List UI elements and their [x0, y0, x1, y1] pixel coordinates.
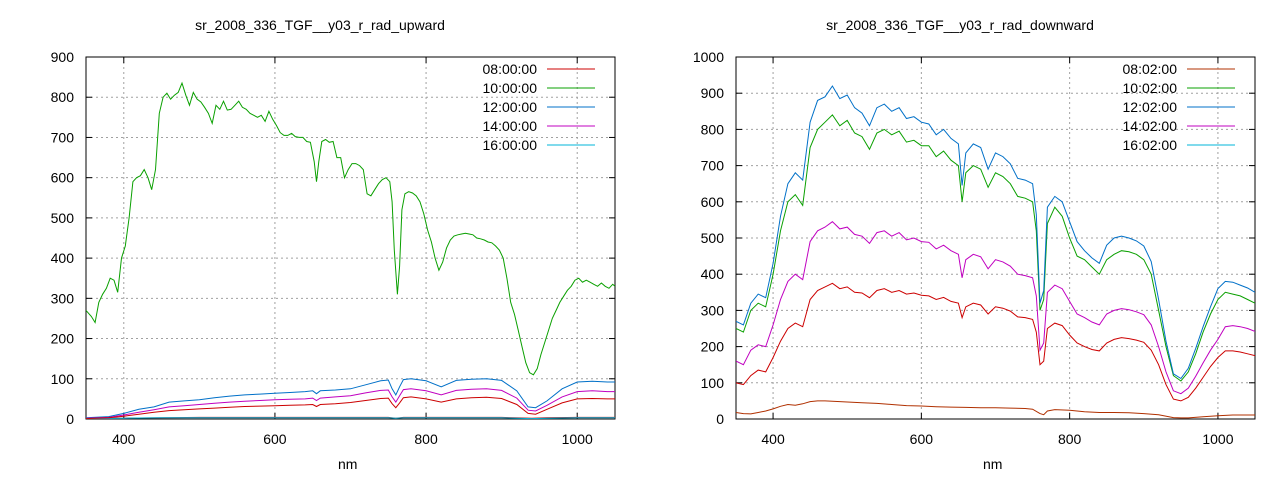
x-tick-label: 1000	[562, 431, 593, 447]
chart-panel-upward: sr_2008_336_TGF__y03_r_rad_upward 400 600…	[51, 17, 616, 472]
y-tick-label: 500	[51, 210, 75, 226]
x-tick-label: 400	[761, 431, 785, 447]
x-tick-label: 800	[1058, 431, 1082, 447]
y-tick-label: 300	[51, 290, 75, 306]
legend-label: 12:00:00	[483, 99, 538, 115]
x-tick-label: 600	[263, 431, 287, 447]
chart-plot-upward: 400 600 800 1000 0 100 200 300 400 500 600 700 800 90…	[51, 49, 616, 447]
chart-title: sr_2008_336_TGF__y03_r_rad_downward	[826, 17, 1094, 33]
chart-plot-downward: 400 600 800 1000 0 100 200 300 400 500 600 700 800 90…	[693, 49, 1256, 447]
y-tick-label: 800	[51, 89, 75, 105]
legend-label: 16:02:00	[1123, 137, 1178, 153]
series-line-0	[736, 400, 1255, 419]
y-tick-label: 0	[716, 411, 724, 427]
y-tick-label: 300	[701, 302, 725, 318]
y-tick-label: 100	[51, 371, 75, 387]
y-tick-label: 200	[51, 331, 75, 347]
legend-label: 16:00:00	[483, 137, 538, 153]
y-tick-label: 200	[701, 339, 725, 355]
series-line-5	[86, 396, 615, 419]
legend-label: 10:00:00	[483, 80, 538, 96]
series-line-1	[736, 114, 1255, 382]
series-line-2	[736, 85, 1255, 380]
x-tick-label: 400	[112, 431, 136, 447]
y-tick-label: 100	[701, 375, 725, 391]
y-tick-label: 400	[701, 266, 725, 282]
y-tick-label: 900	[701, 85, 725, 101]
y-tick-label: 600	[701, 194, 725, 210]
y-tick-label: 900	[51, 49, 75, 65]
legend-label: 12:02:00	[1123, 99, 1178, 115]
y-tick-label: 700	[51, 129, 75, 145]
series-line-3	[86, 388, 615, 419]
chart-title: sr_2008_336_TGF__y03_r_rad_upward	[195, 17, 445, 33]
x-axis-label: nm	[338, 456, 358, 472]
legend-label: 10:02:00	[1123, 80, 1178, 96]
series-line-4	[86, 417, 615, 419]
y-tick-label: 1000	[693, 49, 724, 65]
legend-label: 14:00:00	[483, 118, 538, 134]
series-line-3	[736, 221, 1255, 395]
x-axis-label: nm	[983, 456, 1003, 472]
y-tick-label: 0	[66, 411, 74, 427]
y-tick-label: 500	[701, 230, 725, 246]
y-tick-label: 700	[701, 158, 725, 174]
series-line-2	[86, 378, 615, 419]
legend-label: 14:02:00	[1123, 118, 1178, 134]
legend-label: 08:00:00	[483, 61, 538, 77]
y-tick-label: 800	[701, 121, 725, 137]
plot-frame	[85, 56, 616, 420]
series-line-1	[86, 81, 615, 376]
y-tick-label: 600	[51, 170, 75, 186]
chart-panel-downward: sr_2008_336_TGF__y03_r_rad_downward 400 6…	[640, 0, 1280, 480]
legend-label: 08:02:00	[1123, 61, 1178, 77]
series-line-5	[736, 282, 1255, 402]
x-tick-label: 800	[414, 431, 438, 447]
x-tick-label: 1000	[1202, 431, 1233, 447]
x-tick-label: 600	[910, 431, 934, 447]
y-tick-label: 400	[51, 250, 75, 266]
